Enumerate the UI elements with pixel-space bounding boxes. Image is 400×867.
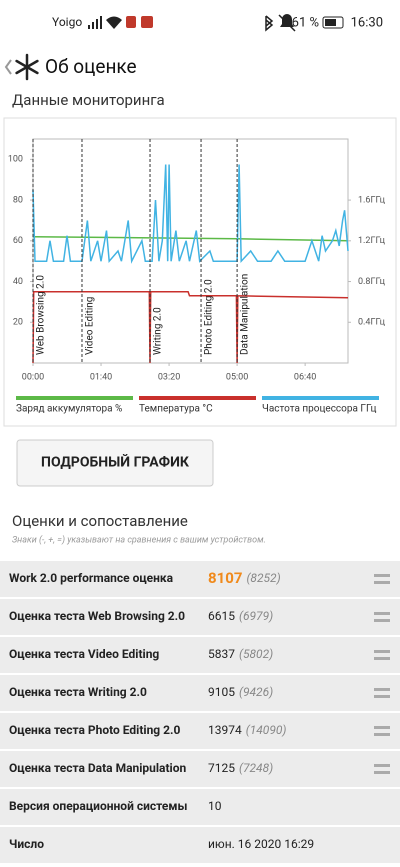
test-marker-label: Photo Editing 2.0 bbox=[204, 279, 215, 355]
chart-title: Данные мониторинга bbox=[12, 91, 165, 109]
app-icon bbox=[15, 53, 39, 81]
score-row-label: Оценка теста Web Browsing 2.0 bbox=[9, 609, 185, 623]
score-row bbox=[0, 675, 400, 711]
test-marker-label: Web Browsing 2.0 bbox=[36, 275, 47, 355]
score-row bbox=[0, 789, 400, 825]
x-tick-label: 06:40 bbox=[294, 372, 316, 382]
y-tick-label: 100 bbox=[8, 155, 23, 165]
x-tick-label: 00:00 bbox=[22, 372, 44, 382]
score-row bbox=[0, 599, 400, 635]
test-marker-label: Data Manipulation bbox=[240, 274, 251, 355]
score-row bbox=[0, 751, 400, 787]
scores-subtitle: Знаки (-, +, =) указывают на сравнения с… bbox=[12, 534, 266, 545]
y-tick-label: 20 bbox=[13, 318, 23, 328]
y2-tick-label: 1.6ГГц bbox=[358, 195, 386, 205]
score-value: 8107 bbox=[208, 569, 242, 587]
score-row-label: Оценка теста Writing 2.0 bbox=[9, 685, 147, 699]
test-marker-label: Writing 2.0 bbox=[153, 307, 164, 355]
battery-level: 61 % bbox=[292, 15, 319, 30]
score-compare: (6979) bbox=[239, 609, 273, 623]
legend-swatch bbox=[139, 396, 256, 400]
y-tick-label: 40 bbox=[13, 277, 23, 287]
score-compare: (14090) bbox=[246, 723, 287, 737]
carrier: Yoigo bbox=[52, 15, 82, 29]
score-row-label: Оценка теста Video Editing bbox=[9, 647, 159, 661]
score-row-label: Оценка теста Photo Editing 2.0 bbox=[9, 723, 181, 737]
status-icons bbox=[265, 14, 344, 32]
chart: 20 40 60 80 100 0.4ГГц 0.8ГГц 1.2ГГц 1.6ГГц 00:00… bbox=[8, 138, 386, 415]
score-list: Work 2.0 performance оценка 8107 (8252) Оце… bbox=[0, 561, 400, 863]
score-value: июн. 16 2020 16:29 bbox=[208, 837, 314, 851]
chart-card bbox=[3, 117, 397, 427]
detail-button[interactable] bbox=[16, 439, 214, 487]
compare-icon-bottom bbox=[374, 657, 390, 660]
score-row-label: Число bbox=[9, 837, 44, 851]
score-row bbox=[0, 561, 400, 597]
score-row-label: Оценка теста Data Manipulation bbox=[9, 761, 186, 775]
score-value: 9105 bbox=[208, 685, 235, 699]
score-compare: (7248) bbox=[239, 761, 273, 775]
detail-button-label: ПОДРОБНЫЙ ГРАФИК bbox=[41, 454, 190, 471]
y-tick-label: 80 bbox=[13, 195, 23, 205]
compare-icon-top bbox=[374, 764, 390, 767]
signal-icons bbox=[88, 16, 153, 29]
compare-icon-top bbox=[374, 574, 390, 577]
legend-label: Температура °C bbox=[139, 404, 213, 415]
clock: 16:30 bbox=[351, 15, 383, 30]
score-value: 5837 bbox=[208, 647, 235, 661]
score-value: 13974 bbox=[208, 723, 242, 737]
y2-tick-label: 0.8ГГц bbox=[358, 277, 386, 287]
compare-icon-top bbox=[374, 612, 390, 615]
score-row bbox=[0, 713, 400, 749]
compare-icon-bottom bbox=[374, 581, 390, 584]
y2-tick-label: 0.4ГГц bbox=[358, 318, 386, 328]
compare-icon-top bbox=[374, 650, 390, 653]
app-title: Об оценке bbox=[45, 55, 137, 78]
score-compare: (8252) bbox=[246, 571, 280, 585]
compare-icon-bottom bbox=[374, 695, 390, 698]
legend-label: Заряд аккумулятора % bbox=[16, 404, 122, 415]
legend-swatch bbox=[262, 396, 379, 400]
score-row-label: Work 2.0 performance оценка bbox=[9, 571, 174, 585]
legend-label: Частота процессора ГГц bbox=[262, 404, 377, 415]
series-line bbox=[32, 164, 349, 264]
legend-swatch bbox=[16, 396, 133, 400]
compare-icon-bottom bbox=[374, 733, 390, 736]
y2-tick-label: 1.2ГГц bbox=[358, 236, 386, 246]
x-tick-label: 05:00 bbox=[226, 372, 248, 382]
x-tick-label: 01:40 bbox=[90, 372, 112, 382]
scores-title: Оценки и сопоставление bbox=[12, 512, 188, 530]
compare-icon-bottom bbox=[374, 619, 390, 622]
x-tick-label: 03:20 bbox=[158, 372, 180, 382]
score-row-label: Версия операционной системы bbox=[9, 799, 187, 813]
score-value: 6615 bbox=[208, 609, 235, 623]
score-row bbox=[0, 827, 400, 863]
score-value: 10 bbox=[208, 799, 222, 813]
score-compare: (5802) bbox=[239, 647, 273, 661]
score-row bbox=[0, 637, 400, 673]
score-value: 7125 bbox=[208, 761, 235, 775]
compare-icon-top bbox=[374, 726, 390, 729]
compare-icon-bottom bbox=[374, 771, 390, 774]
y-tick-label: 60 bbox=[13, 236, 23, 246]
test-marker-label: Video Editing bbox=[85, 297, 96, 355]
compare-icon-top bbox=[374, 688, 390, 691]
score-compare: (9426) bbox=[239, 685, 273, 699]
back-button[interactable] bbox=[4, 59, 12, 75]
